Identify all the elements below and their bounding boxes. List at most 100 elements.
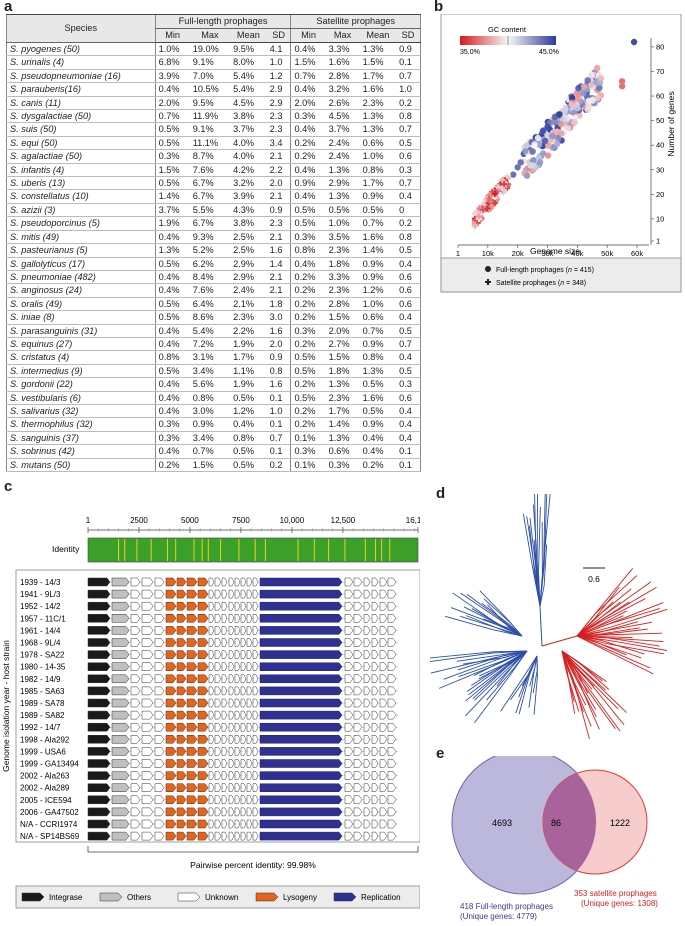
legend-lysogeny-label: Lysogeny	[283, 893, 317, 902]
value-cell: 0.3%	[154, 431, 190, 446]
value-cell: 2.3%	[325, 283, 360, 298]
table-row: S. gordonii (22) 0.4% 5.6% 1.9% 1.6 0.2% 1.3% 0…	[6, 377, 421, 392]
value-cell: 0.1	[396, 444, 421, 459]
gene-unknown-arrow	[252, 601, 259, 611]
value-cell: 0.7%	[290, 69, 326, 84]
table-row: S. mutans (50) 0.2% 1.5% 0.5% 0.2 0.1% 0.3% 0.2…	[6, 458, 421, 473]
gene-replication-arrow	[259, 710, 343, 720]
gene-unknown-arrow	[208, 614, 215, 623]
group-full-header: Full-length prophages	[154, 14, 291, 29]
gene-lysogeny-arrow	[197, 735, 209, 744]
gene-unknown-arrow	[252, 626, 259, 635]
gene-unknown-arrow	[130, 698, 141, 708]
tree-branch	[465, 615, 523, 637]
species-cell: S. anginosus (24)	[6, 283, 156, 298]
value-cell: 1.9%	[154, 216, 190, 231]
satellite-point	[488, 203, 495, 210]
gene-unknown-arrow	[208, 662, 215, 671]
value-cell: 0.4%	[154, 391, 190, 405]
sub-header-6: Mean	[359, 28, 397, 43]
tree-scale-label: 0.6	[588, 574, 600, 584]
value-cell: 1.0	[396, 82, 421, 97]
table-row: S. pneumoniae (482) 0.4% 8.4% 2.9% 2.1 0.2% 3.…	[6, 270, 421, 285]
full-length-point	[581, 83, 588, 90]
value-cell: 0.9	[266, 203, 291, 218]
gene-unknown-arrow	[208, 674, 215, 684]
legend-integrase-label: Integrase	[49, 893, 83, 902]
tree-branch	[576, 635, 651, 669]
gene-unknown-arrow	[221, 831, 228, 841]
gene-replication-arrow	[259, 698, 343, 708]
table-row: S. equi (50) 0.5% 11.1% 4.0% 3.4 0.2% 2.4% 0.6%…	[6, 136, 421, 151]
gene-unknown-arrow	[130, 759, 141, 768]
gene-unknown-arrow	[130, 831, 141, 841]
value-cell: 2.1%	[230, 297, 267, 312]
gene-unknown-arrow	[240, 601, 247, 611]
value-cell: 1.9%	[230, 337, 267, 352]
gene-unknown-arrow	[214, 686, 222, 696]
value-cell: 0.8%	[230, 431, 267, 446]
value-cell: 0.7%	[359, 216, 397, 231]
gene-unknown-arrow	[208, 698, 215, 708]
value-cell: 0.5%	[290, 350, 326, 365]
value-cell: 0.3%	[325, 458, 360, 473]
gene-unknown-arrow	[240, 807, 247, 817]
gene-unknown-arrow	[344, 686, 354, 696]
satellite-point	[476, 205, 483, 212]
value-cell: 0.3%	[290, 230, 326, 245]
gene-lysogeny-arrow	[197, 686, 209, 696]
gene-unknown-arrow	[228, 626, 235, 635]
venn-overlap-region	[543, 773, 596, 871]
gene-unknown-arrow	[387, 650, 397, 659]
gene-unknown-arrow	[252, 819, 259, 829]
gene-replication-arrow	[259, 771, 343, 780]
value-cell: 0.4%	[359, 431, 397, 446]
species-cell: S. sanguinis (37)	[6, 431, 156, 446]
gene-unknown-arrow	[141, 650, 154, 659]
value-cell: 0.2%	[290, 270, 326, 285]
gene-lysogeny-arrow	[197, 807, 209, 817]
tree-branch	[532, 655, 538, 694]
value-cell: 0.6	[396, 297, 421, 312]
full-length-point	[574, 104, 581, 112]
gene-unknown-arrow	[246, 589, 253, 599]
gene-replication-arrow	[259, 662, 343, 671]
value-cell: 4.5%	[230, 96, 267, 111]
gene-unknown-arrow	[208, 626, 215, 635]
value-cell: 0.5	[396, 324, 421, 338]
legend-replication-icon	[333, 892, 357, 902]
value-cell: 0.5%	[290, 364, 326, 379]
gene-unknown-arrow	[154, 638, 165, 647]
tree-branch	[465, 650, 528, 717]
species-cell: S. iniae (8)	[6, 310, 156, 325]
satellite-point	[491, 190, 498, 197]
gene-replication-arrow	[259, 614, 343, 623]
gene-integrase-arrow	[87, 614, 111, 623]
gene-unknown-arrow	[379, 722, 388, 732]
value-cell: 2.0	[266, 176, 291, 191]
gene-replication-arrow	[259, 759, 343, 768]
gene-unknown-arrow	[154, 577, 165, 587]
gene-others-arrow	[111, 674, 130, 684]
full-length-point	[529, 148, 536, 155]
value-cell: 2.3%	[230, 310, 267, 325]
gene-unknown-arrow	[363, 589, 371, 599]
value-cell: 0.5%	[154, 176, 190, 191]
table-row: S. pyogenes (50) 1.0% 19.0% 9.5% 4.1 0.4% 3.3%…	[6, 42, 421, 57]
satellite-point	[484, 205, 491, 212]
value-cell: 0.1	[396, 458, 421, 473]
gene-unknown-arrow	[214, 735, 222, 744]
value-cell: 2.0	[266, 337, 291, 352]
gene-unknown-arrow	[353, 710, 363, 720]
full-length-point	[535, 154, 543, 161]
value-cell: 1.7%	[230, 350, 267, 365]
gene-unknown-arrow	[208, 735, 215, 744]
value-cell: 0.4%	[290, 257, 326, 271]
gene-unknown-arrow	[221, 771, 228, 780]
gene-unknown-arrow	[379, 626, 388, 635]
gene-unknown-arrow	[234, 589, 241, 599]
value-cell: 0.8	[396, 230, 421, 245]
gene-replication-arrow	[259, 807, 343, 817]
full-length-point	[589, 97, 596, 104]
value-cell: 0.5%	[230, 391, 267, 405]
